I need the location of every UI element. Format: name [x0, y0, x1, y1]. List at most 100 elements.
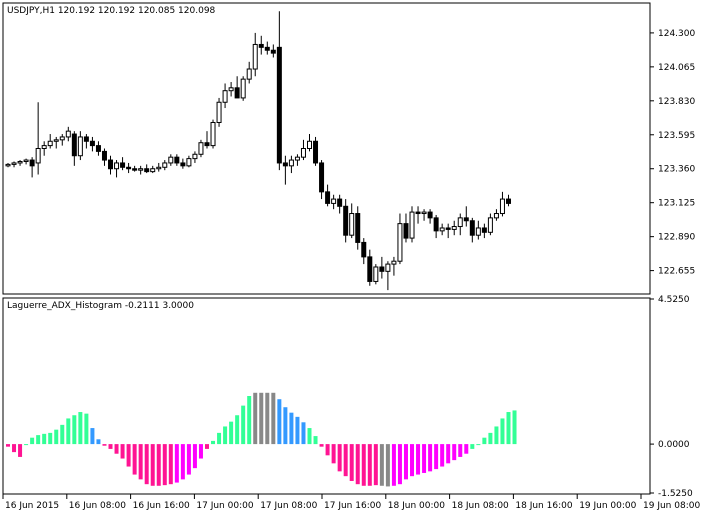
histogram-bar [458, 444, 463, 457]
histogram-bar [198, 444, 203, 459]
candle-body [77, 136, 83, 157]
candle-body [156, 166, 162, 170]
y-tick-label: 123.360 [658, 165, 695, 175]
candle-body [29, 159, 35, 167]
candle-body [379, 266, 385, 272]
candle-body [439, 227, 445, 232]
candle-body [162, 162, 168, 168]
candle-body [463, 217, 469, 222]
histogram-bar [271, 392, 276, 445]
histogram-bar [150, 444, 155, 486]
histogram-bar [385, 444, 390, 487]
histogram-bar [186, 444, 191, 475]
histogram-bar [410, 444, 415, 477]
candle-body [445, 227, 451, 230]
candle-body [427, 211, 433, 219]
y-tick-label: 124.300 [658, 29, 695, 39]
x-tick-label: 18 Jun 08:00 [452, 501, 509, 511]
candle-body [313, 140, 319, 164]
histogram-bar [313, 436, 318, 445]
histogram-bar [325, 444, 330, 456]
candle-body [23, 159, 29, 163]
histogram-bar [144, 444, 149, 485]
histogram-bar [72, 415, 77, 445]
candle-body [294, 156, 300, 161]
candle-body [216, 101, 222, 123]
candle-body [307, 140, 312, 149]
candle-body [270, 49, 276, 54]
indicator-panel-header: Laguerre_ADX_Histogram -0.2111 3.0000 [7, 301, 194, 311]
histogram-bar [90, 428, 95, 445]
x-tick-label: 16 Jun 16:00 [133, 501, 190, 511]
candle-body [65, 130, 71, 138]
candle-body [421, 211, 427, 215]
histogram-bar [235, 415, 240, 445]
histogram-bar [373, 444, 378, 486]
candle-body [505, 198, 511, 204]
histogram-bar [265, 392, 270, 445]
candle-body [343, 205, 349, 236]
candle-body [138, 168, 144, 171]
candle-body [337, 198, 343, 207]
histogram-bar [223, 426, 228, 445]
main-y-axis: 124.300 124.065 123.830 123.595 123.360 123.1… [650, 29, 695, 277]
candle-body [101, 150, 107, 161]
candle-body [349, 213, 355, 236]
candle-body [47, 140, 53, 147]
candle-body [150, 168, 156, 173]
candle-body [367, 256, 373, 282]
histogram-bar [403, 444, 408, 480]
histogram-bar [289, 412, 294, 445]
histogram-bar [138, 444, 143, 480]
histogram-bar [428, 444, 433, 472]
candle-body [403, 223, 409, 239]
candle-body [174, 156, 180, 164]
histogram-bar [102, 444, 107, 446]
histogram-bar [379, 444, 384, 486]
main-panel-frame [2, 2, 651, 295]
candle-body [132, 168, 138, 171]
candle-body [499, 198, 505, 215]
histogram-bar [259, 392, 264, 445]
candle-body [180, 162, 186, 167]
histogram-bar [84, 413, 89, 445]
candle-body [319, 162, 325, 193]
histogram-bar [277, 399, 282, 445]
candle-body [264, 46, 270, 51]
histogram-bar [440, 444, 445, 467]
histogram-bar [361, 444, 366, 486]
candle-body [71, 133, 77, 157]
candle-body [361, 241, 367, 258]
histogram-bar [301, 422, 306, 445]
x-tick-label: 19 Jun 00:00 [579, 501, 636, 511]
x-tick-label: 16 Jun 2015 [5, 501, 59, 511]
candle-body [300, 148, 306, 158]
candle-body [409, 211, 415, 239]
histogram-bar [488, 432, 493, 445]
histogram-bar [78, 412, 83, 445]
histogram-bar [464, 444, 469, 454]
histogram-bar [319, 444, 324, 447]
histogram-bar [331, 444, 336, 464]
indicator-y-axis: 4.5250 0.0000 -1.5250 [650, 295, 693, 499]
candle-body [258, 43, 264, 48]
candle-body [493, 213, 499, 219]
histogram-bar [500, 418, 505, 445]
y-tick-label: 0.0000 [658, 440, 690, 450]
histogram-bar [108, 444, 113, 449]
histogram-bar [180, 444, 185, 480]
candle-body [120, 162, 126, 168]
candle-body [385, 263, 391, 272]
histogram-bar [156, 444, 161, 486]
histogram-bar [6, 444, 10, 447]
x-tick-label: 18 Jun 00:00 [388, 501, 445, 511]
x-tick-label: 17 Jun 08:00 [260, 501, 317, 511]
y-tick-label: 124.065 [658, 63, 695, 73]
candle-body [252, 43, 258, 70]
histogram-bar [66, 418, 71, 445]
candle-body [288, 159, 294, 167]
candle-body [391, 260, 397, 265]
histogram-bar [367, 444, 372, 486]
histogram-bar [253, 392, 258, 445]
histogram-bar [391, 444, 396, 486]
